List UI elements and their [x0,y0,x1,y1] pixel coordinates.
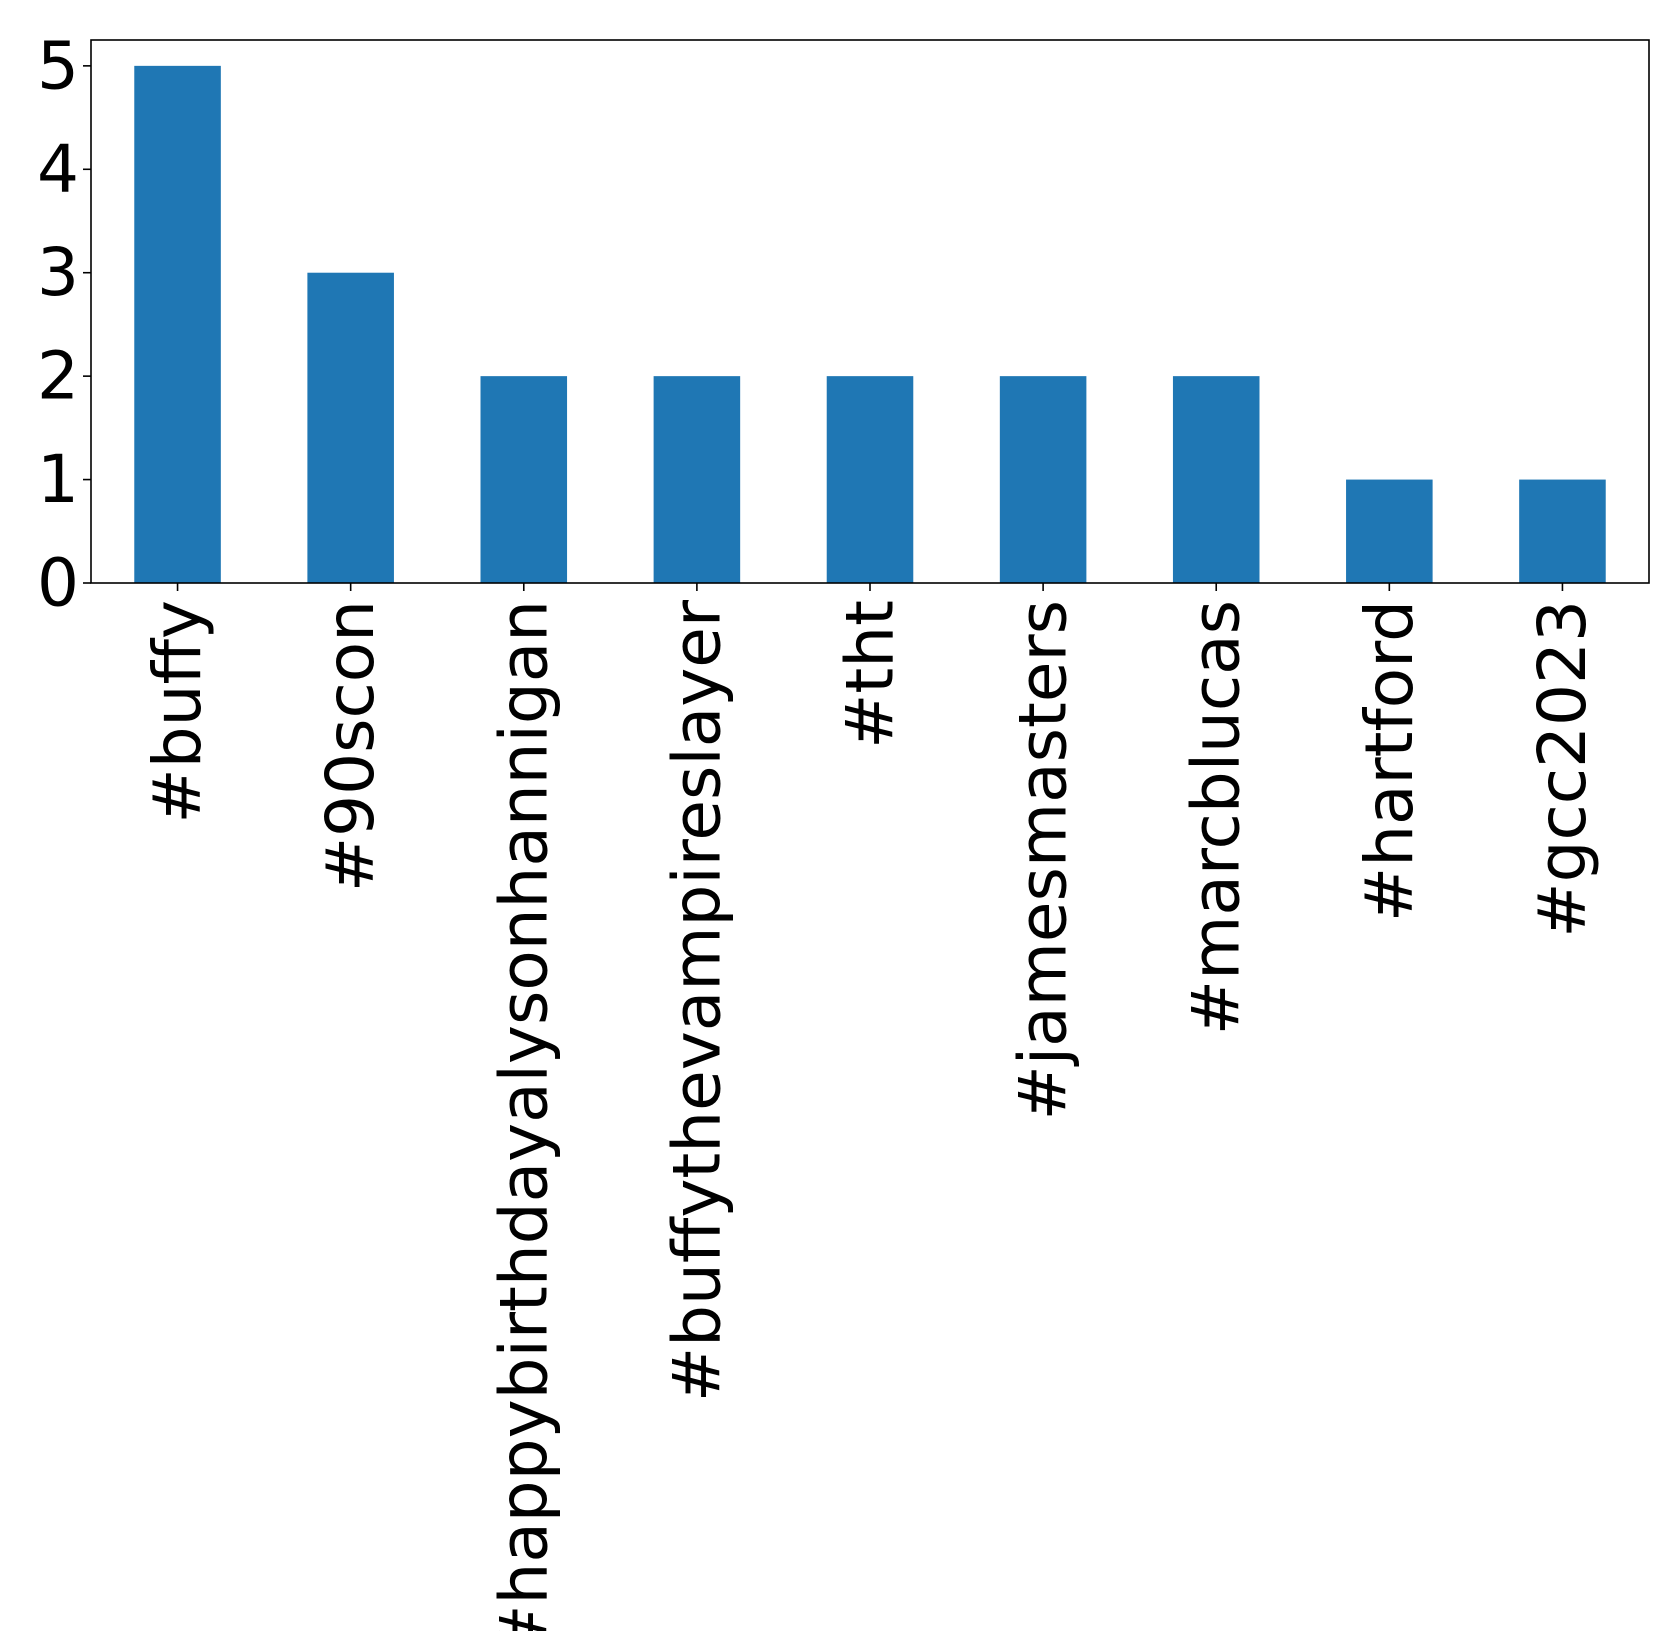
x-tick-label: #happybirthdayalysonhannigan [485,600,562,1631]
x-tick-label: #tht [832,600,909,749]
x-axis: #buffy #90scon #happybirthdayalysonhanniga… [139,583,1601,1631]
x-tick-label: #90scon [312,600,389,892]
bar-marcblucas [1172,376,1260,583]
bar-buffythevampireslayer [653,376,741,583]
y-tick-label: 3 [37,234,79,311]
y-tick-label: 4 [37,131,79,208]
bar-jamesmasters [999,376,1087,583]
bar-90scon [307,272,394,583]
y-tick-label: 2 [37,338,79,415]
bar-tht [826,376,914,583]
x-tick-label: #buffy [139,600,216,824]
y-tick-label: 0 [37,545,79,622]
bar-buffy [134,65,221,584]
plot-frame [90,39,1650,584]
bars-group [134,65,1606,584]
y-tick-label: 5 [37,27,79,104]
x-tick-label: #jamesmasters [1005,600,1082,1121]
y-tick-label: 1 [37,441,79,518]
y-axis: 0 1 2 3 4 5 [37,27,91,622]
x-tick-label: #hartford [1351,600,1428,922]
x-tick-label: #marcblucas [1178,600,1255,1035]
bar-hartford [1346,479,1433,583]
bar-gcc2023 [1519,479,1606,583]
x-tick-label: #gcc2023 [1524,600,1601,938]
bar-happybirthdayalysonhannigan [480,376,568,583]
x-tick-label: #buffythevampireslayer [658,599,735,1402]
